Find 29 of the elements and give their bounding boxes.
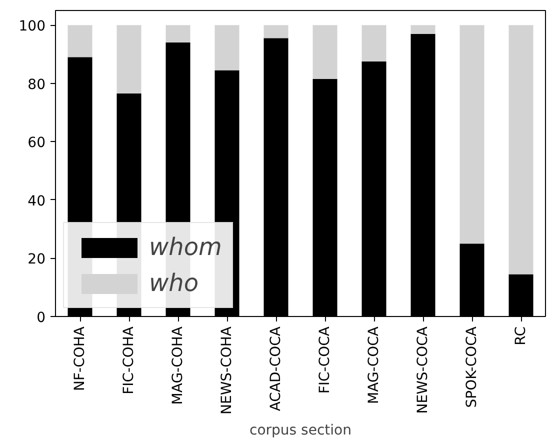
y-tick-label: 80 bbox=[28, 76, 46, 93]
x-tick-label: MAG-COCA bbox=[366, 326, 382, 404]
bar bbox=[410, 25, 436, 34]
x-tick-label: MAG-COHA bbox=[170, 326, 186, 405]
bar bbox=[460, 25, 484, 244]
y-tick-label: 100 bbox=[18, 18, 46, 35]
bar bbox=[508, 25, 534, 274]
bar bbox=[68, 25, 92, 58]
x-tick-label: NEWS-COHA bbox=[219, 326, 235, 414]
bar bbox=[264, 25, 288, 38]
x-tick-label: FIC-COCA bbox=[317, 326, 333, 394]
x-tick-label: FIC-COHA bbox=[121, 326, 137, 394]
bar bbox=[312, 25, 338, 79]
x-tick-label: NF-COHA bbox=[72, 326, 88, 391]
x-tick-label: SPOK-COCA bbox=[464, 326, 480, 408]
legend-label: who bbox=[149, 269, 199, 297]
x-tick-label: NEWS-COCA bbox=[415, 326, 431, 414]
bar bbox=[214, 25, 240, 70]
bar bbox=[166, 25, 190, 43]
x-tick-label: ACAD-COCA bbox=[268, 326, 284, 412]
bar bbox=[116, 25, 142, 94]
y-tick-label: 40 bbox=[28, 193, 46, 210]
y-tick-label: 60 bbox=[28, 135, 46, 152]
y-tick-label: 20 bbox=[28, 252, 46, 268]
x-axis-title: corpus section bbox=[250, 422, 352, 438]
y-tick-label: 0 bbox=[36, 310, 46, 326]
legend-label: whom bbox=[149, 233, 222, 261]
bar bbox=[362, 25, 386, 62]
x-tick-label: RC bbox=[513, 326, 529, 346]
